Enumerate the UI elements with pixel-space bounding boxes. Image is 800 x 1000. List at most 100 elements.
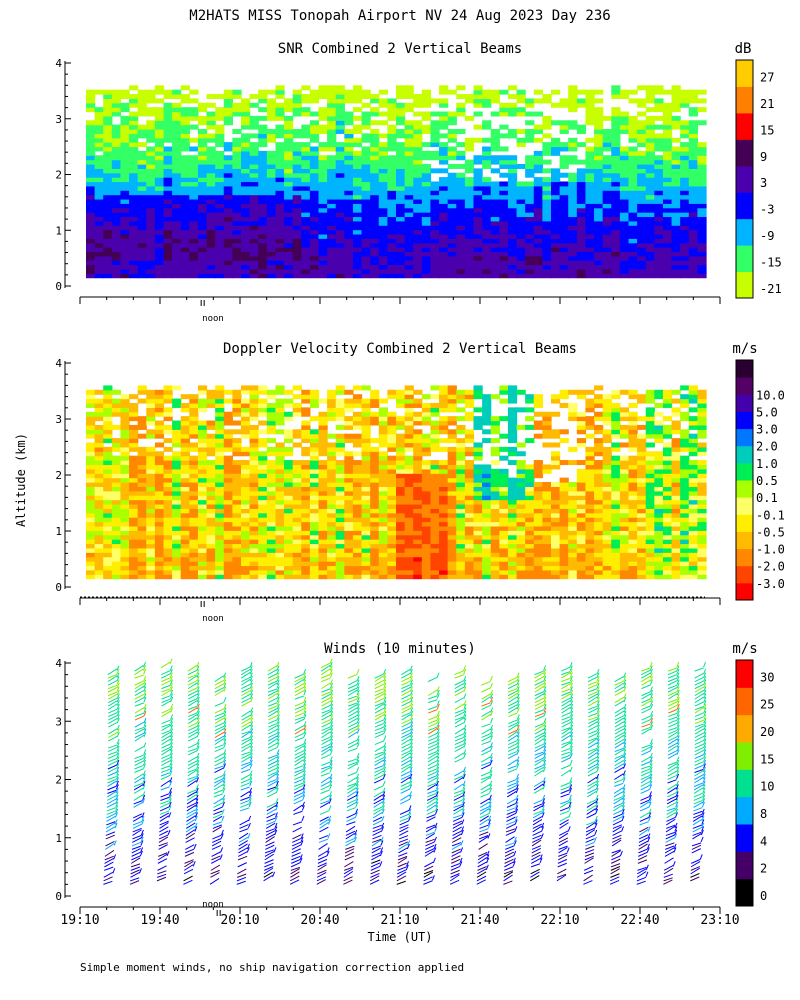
snr-cell: [594, 137, 604, 143]
velocity-cell: [111, 521, 122, 527]
snr-cell: [266, 207, 277, 213]
velocity-cell: [215, 433, 225, 439]
snr-cell: [602, 242, 612, 248]
velocity-cell: [447, 521, 457, 527]
velocity-cell: [482, 552, 492, 558]
velocity-cell: [146, 574, 156, 580]
velocity-cell: [404, 438, 414, 444]
snr-cell: [94, 185, 104, 191]
snr-cell: [154, 172, 165, 178]
velocity-cell: [559, 499, 569, 505]
snr-cell: [568, 185, 578, 191]
velocity-cell: [154, 468, 165, 474]
snr-cell: [439, 181, 449, 187]
snr-cell: [542, 133, 552, 139]
velocity-cell: [327, 552, 337, 558]
snr-cell: [327, 194, 337, 200]
velocity-cell: [439, 552, 449, 558]
snr-cell: [662, 133, 673, 139]
snr-cell: [447, 198, 457, 204]
snr-cell: [645, 229, 655, 235]
velocity-cell: [370, 512, 380, 518]
velocity-cell: [387, 442, 397, 448]
velocity-cell: [292, 402, 302, 408]
snr-cell: [680, 229, 690, 235]
snr-cell: [637, 194, 647, 200]
snr-cell: [172, 212, 182, 218]
velocity-cell: [482, 539, 492, 545]
snr-cell: [86, 124, 96, 130]
snr-cell: [361, 220, 371, 226]
snr-cell: [103, 150, 113, 156]
snr-cell: [146, 107, 156, 113]
velocity-cell: [120, 552, 130, 558]
snr-cell: [602, 155, 612, 161]
snr-cell: [129, 190, 139, 196]
velocity-cell: [516, 464, 526, 470]
velocity-cell: [189, 495, 199, 501]
velocity-cell: [421, 543, 432, 549]
velocity-cell: [327, 521, 337, 527]
snr-cell: [215, 198, 225, 204]
snr-cell: [146, 238, 156, 244]
velocity-cell: [215, 442, 225, 448]
velocity-cell: [352, 411, 363, 417]
velocity-cell: [568, 486, 578, 492]
velocity-cell: [378, 407, 388, 413]
snr-cell: [396, 150, 406, 156]
velocity-cell: [258, 442, 268, 448]
velocity-cell: [378, 438, 388, 444]
velocity-cell: [111, 517, 122, 523]
velocity-cell: [439, 525, 449, 531]
velocity-cell: [447, 525, 457, 531]
snr-cell: [542, 229, 552, 235]
snr-cell: [413, 133, 423, 139]
velocity-cell: [232, 420, 242, 426]
velocity-cell: [525, 530, 535, 536]
velocity-cell: [309, 429, 320, 435]
snr-cell: [430, 268, 440, 274]
snr-cell: [697, 247, 707, 253]
snr-cell: [499, 238, 509, 244]
velocity-cell: [318, 451, 328, 457]
velocity-cell: [464, 490, 475, 496]
figure-title: M2HATS MISS Tonopah Airport NV 24 Aug 20…: [189, 8, 610, 24]
snr-cell: [266, 89, 277, 95]
snr-cell: [387, 268, 397, 274]
velocity-cell: [335, 530, 345, 536]
snr-cell: [266, 229, 277, 235]
snr-cell: [516, 242, 526, 248]
snr-cell: [318, 194, 328, 200]
velocity-cell: [215, 547, 225, 553]
snr-cell: [439, 159, 449, 165]
snr-cell: [525, 181, 535, 187]
snr-cell: [275, 172, 285, 178]
velocity-cell: [439, 486, 449, 492]
velocity-cell: [266, 517, 277, 523]
snr-cell: [189, 146, 199, 152]
snr-cell: [464, 181, 475, 187]
velocity-cell: [430, 486, 440, 492]
velocity-cell: [490, 451, 500, 457]
velocity-cell: [396, 539, 406, 545]
snr-cell: [671, 94, 681, 100]
velocity-cell: [180, 565, 190, 571]
snr-cell: [301, 181, 311, 187]
snr-cell: [137, 150, 147, 156]
snr-cell: [473, 247, 483, 253]
snr-cell: [585, 185, 595, 191]
snr-cell: [249, 172, 259, 178]
snr-cell: [421, 268, 432, 274]
velocity-cell: [430, 468, 440, 474]
velocity-cell: [533, 525, 543, 531]
velocity-cell: [335, 490, 345, 496]
snr-cell: [499, 185, 509, 191]
snr-cell: [404, 172, 414, 178]
velocity-cell: [327, 416, 337, 422]
velocity-cell: [387, 460, 397, 466]
snr-cell: [499, 181, 509, 187]
velocity-cell: [439, 490, 449, 496]
snr-cell: [352, 142, 363, 148]
velocity-cell: [499, 398, 509, 404]
velocity-cell: [223, 473, 233, 479]
